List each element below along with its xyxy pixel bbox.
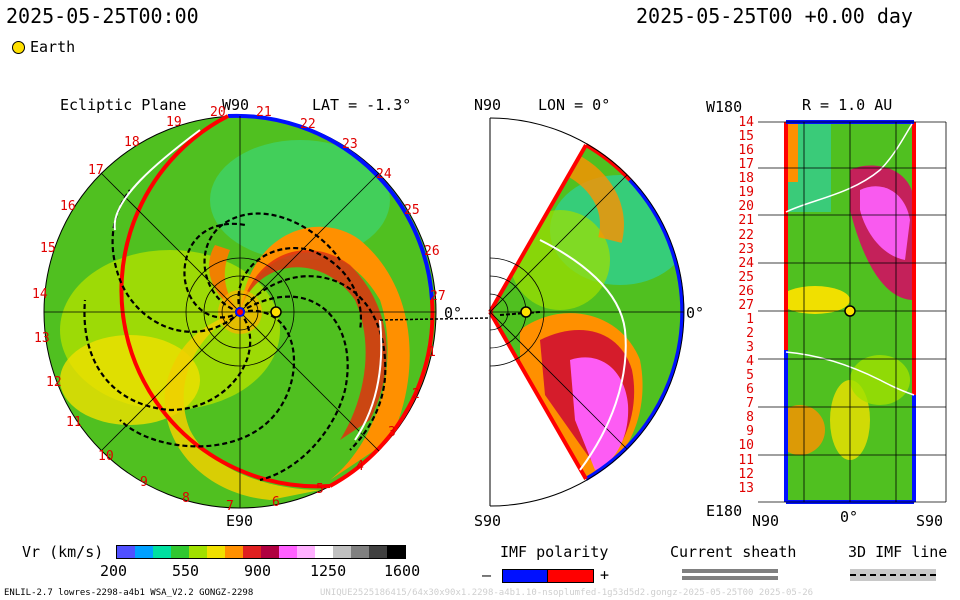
earth-marker-icon (12, 41, 25, 54)
ecl-tick-9: 9 (140, 475, 148, 490)
colorbar-tick-550: 550 (172, 562, 200, 580)
colorbar-segment (369, 546, 387, 558)
meridional-current-sheath (539, 239, 627, 471)
colorbar-tick-200: 200 (100, 562, 128, 580)
earth-legend-label: Earth (30, 38, 76, 56)
imf-plus-sign: + (600, 566, 610, 584)
ecliptic-top-label: W90 (222, 96, 250, 114)
colorbar-segment (279, 546, 297, 558)
ecl-tick-23: 23 (342, 137, 358, 152)
current-sheath-swatch-bottom (682, 576, 778, 580)
ecliptic-polarity-negative-arc (227, 113, 434, 301)
meridional-bottom-label: S90 (474, 512, 502, 530)
colorbar-segment (153, 546, 171, 558)
ecl-tick-26: 26 (424, 244, 440, 259)
ecliptic-bottom-label: E90 (226, 512, 254, 530)
radial-x-label-n90: N90 (752, 512, 780, 530)
sun-marker-icon (235, 307, 245, 317)
ecl-tick-4: 4 (356, 459, 364, 474)
frame-time: 2025-05-25T00 +0.00 day (636, 4, 913, 28)
ecl-tick-12: 12 (46, 375, 62, 390)
imf-positive-swatch (547, 569, 594, 583)
ecl-tick-19: 19 (166, 115, 182, 130)
ecl-tick-8: 8 (182, 491, 190, 506)
colorbar-segment (315, 546, 333, 558)
run-id-watermark: UNIQUE2525186415/64x30x90x1.2298-a4b1.10… (320, 588, 814, 598)
meridional-top-label: N90 (474, 96, 502, 114)
ecl-tick-21: 21 (256, 105, 272, 120)
radial-x-label-zero: 0° (840, 508, 859, 526)
imf3d-swatch (850, 569, 936, 581)
radial-current-sheath (785, 123, 913, 213)
ecliptic-current-sheath (113, 129, 201, 231)
ecl-tick-16: 16 (60, 199, 76, 214)
colorbar-tick-900: 900 (244, 562, 272, 580)
radial-title: R = 1.0 AU (802, 96, 893, 114)
colorbar-tick-1600: 1600 (384, 562, 421, 580)
ecliptic-title: Ecliptic Plane (60, 96, 187, 114)
imf-minus-sign: – (482, 566, 492, 584)
colorbar-segment (243, 546, 261, 558)
ecl-tick-25: 25 (404, 203, 420, 218)
imf3d-label: 3D IMF line (848, 543, 948, 561)
colorbar-tick-1250: 1250 (310, 562, 347, 580)
earth-radial-icon (844, 305, 856, 317)
colorbar-segment (225, 546, 243, 558)
ecliptic-lat-label: LAT = -1.3° (312, 96, 412, 114)
meridional-zero-label: 0° (686, 304, 705, 322)
colorbar-segment (117, 546, 135, 558)
ecl-tick-1: 1 (428, 345, 436, 360)
colorbar-segment (333, 546, 351, 558)
ecl-tick-7: 7 (226, 499, 234, 514)
model-footer: ENLIL-2.7 lowres-2298-a4b1 WSA_V2.2 GONG… (4, 588, 254, 598)
imf-polarity-label: IMF polarity (500, 543, 609, 561)
ecl-tick-27: 27 (430, 289, 446, 304)
ecliptic-zero-label: 0° (444, 304, 463, 322)
ecl-tick-13: 13 (34, 331, 50, 346)
ecl-tick-11: 11 (66, 415, 82, 430)
ecliptic-polarity-positive-arc (329, 299, 435, 488)
meridional-plane-plot (488, 117, 685, 507)
colorbar-segment (135, 546, 153, 558)
ecl-tick-5: 5 (316, 482, 324, 497)
colorbar-segment (387, 546, 405, 558)
colorbar-segment (171, 546, 189, 558)
ecl-tick-3: 3 (388, 425, 396, 440)
radial-top-left-label: W180 (706, 98, 743, 116)
ecl-tick-14: 14 (32, 287, 48, 302)
radial-x-label-s90: S90 (916, 512, 944, 530)
velocity-colorbar (116, 545, 406, 559)
earth-ecliptic-icon (270, 306, 282, 318)
ecl-tick-22: 22 (300, 117, 316, 132)
colorbar-label: Vr (km/s) (22, 543, 104, 561)
ecl-tick-24: 24 (376, 167, 392, 182)
run-date: 2025-05-25T00:00 (6, 4, 199, 28)
colorbar-segment (189, 546, 207, 558)
colorbar-segment (351, 546, 369, 558)
radial-bottom-left-label: E180 (706, 502, 743, 520)
ecl-tick-6: 6 (272, 495, 280, 510)
radial-synoptic-plot (758, 120, 947, 504)
ecl-tick-15: 15 (40, 241, 56, 256)
ecl-tick-10: 10 (98, 449, 114, 464)
current-sheath-swatch-top (682, 569, 778, 573)
earth-meridional-icon (520, 306, 532, 318)
ecl-tick-2: 2 (412, 387, 420, 402)
meridional-lon-label: LON = 0° (538, 96, 611, 114)
colorbar-segment (207, 546, 225, 558)
colorbar-segment (297, 546, 315, 558)
ecl-tick-20: 20 (210, 105, 226, 120)
colorbar-segment (261, 546, 279, 558)
ecl-tick-18: 18 (124, 135, 140, 150)
ecl-tick-17: 17 (88, 163, 104, 178)
current-sheath-label: Current sheath (670, 543, 797, 561)
ecliptic-tick-labels: 20 21 22 23 24 25 26 27 1 2 3 4 5 6 7 8 … (32, 105, 446, 514)
imf-negative-swatch (502, 569, 549, 583)
